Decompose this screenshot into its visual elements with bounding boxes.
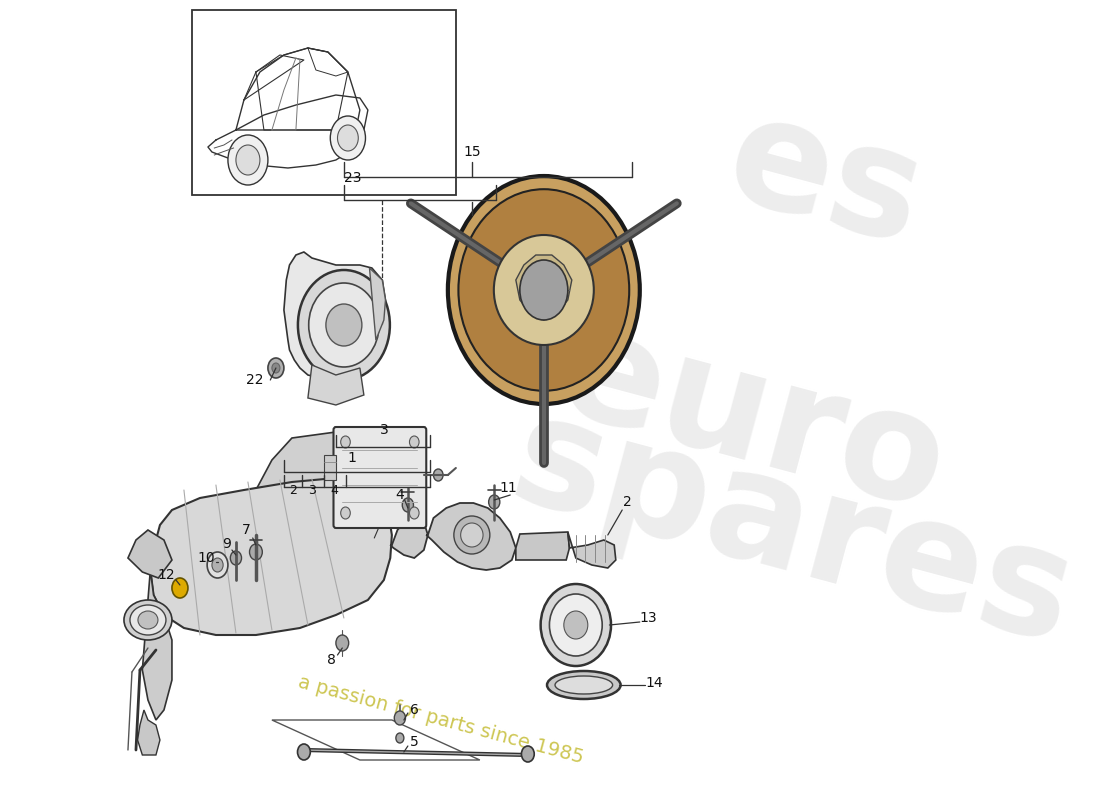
Polygon shape (323, 455, 336, 480)
Polygon shape (370, 268, 385, 340)
Ellipse shape (549, 594, 602, 656)
Polygon shape (308, 365, 364, 405)
Circle shape (488, 495, 499, 509)
Text: 9: 9 (222, 537, 231, 551)
Ellipse shape (461, 523, 483, 547)
Circle shape (341, 507, 350, 519)
Text: 7: 7 (242, 523, 251, 537)
Text: 13: 13 (639, 611, 657, 625)
Text: 22: 22 (245, 373, 263, 387)
Text: 6: 6 (410, 703, 419, 717)
Text: a passion for parts since 1985: a passion for parts since 1985 (296, 673, 585, 767)
Circle shape (172, 578, 188, 598)
FancyBboxPatch shape (333, 427, 427, 528)
Polygon shape (284, 252, 385, 378)
Circle shape (409, 507, 419, 519)
Circle shape (409, 436, 419, 448)
Ellipse shape (459, 190, 629, 391)
Text: 12: 12 (157, 568, 175, 582)
Text: euro: euro (543, 298, 961, 542)
Polygon shape (128, 530, 172, 578)
Polygon shape (138, 710, 160, 755)
Circle shape (394, 711, 406, 725)
Circle shape (396, 733, 404, 743)
Text: 2: 2 (624, 495, 632, 509)
Polygon shape (151, 478, 392, 635)
Text: 23: 23 (344, 171, 362, 185)
Ellipse shape (494, 235, 594, 345)
Text: spares: spares (496, 384, 1088, 676)
Ellipse shape (298, 270, 389, 380)
Text: 10: 10 (198, 551, 216, 565)
Ellipse shape (212, 558, 223, 572)
Text: 1: 1 (348, 451, 356, 465)
Bar (191, 10, 455, 195)
Polygon shape (256, 432, 348, 490)
Circle shape (336, 635, 349, 651)
Polygon shape (516, 532, 570, 560)
Circle shape (520, 260, 568, 320)
Polygon shape (427, 503, 516, 570)
Text: 15: 15 (463, 145, 481, 159)
Text: es: es (712, 83, 938, 277)
Circle shape (228, 135, 268, 185)
Text: 14: 14 (646, 676, 663, 690)
Text: 3: 3 (308, 483, 316, 497)
Ellipse shape (138, 611, 158, 629)
Ellipse shape (130, 605, 166, 635)
Circle shape (250, 544, 262, 560)
Circle shape (272, 363, 279, 373)
Circle shape (433, 469, 443, 481)
Polygon shape (516, 255, 572, 320)
Ellipse shape (124, 600, 172, 640)
Text: 4: 4 (396, 488, 404, 502)
Ellipse shape (564, 611, 587, 639)
Circle shape (341, 436, 350, 448)
Circle shape (338, 125, 359, 151)
Circle shape (268, 358, 284, 378)
Circle shape (297, 744, 310, 760)
Ellipse shape (547, 671, 620, 699)
Ellipse shape (454, 516, 490, 554)
Ellipse shape (207, 552, 228, 578)
Circle shape (235, 145, 260, 175)
Polygon shape (568, 532, 616, 568)
Circle shape (330, 116, 365, 160)
Ellipse shape (448, 176, 640, 404)
Ellipse shape (309, 283, 379, 367)
Ellipse shape (326, 304, 362, 346)
Text: 11: 11 (499, 481, 517, 495)
Ellipse shape (556, 676, 613, 694)
Text: 2: 2 (289, 483, 297, 497)
Text: 4: 4 (330, 483, 338, 497)
Polygon shape (390, 518, 428, 558)
Text: 8: 8 (328, 653, 337, 667)
Text: 3: 3 (379, 423, 388, 437)
Circle shape (521, 746, 535, 762)
Polygon shape (142, 570, 172, 720)
Text: 5: 5 (410, 735, 419, 749)
Circle shape (403, 498, 414, 512)
Ellipse shape (540, 584, 611, 666)
Circle shape (230, 551, 242, 565)
